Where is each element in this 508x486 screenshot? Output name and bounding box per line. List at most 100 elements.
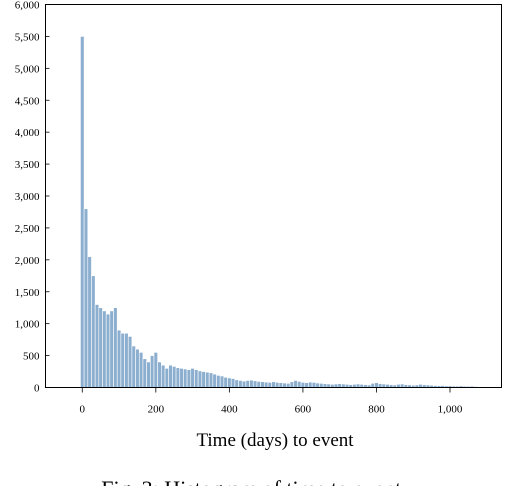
histogram-bar xyxy=(264,381,269,388)
histogram-bar xyxy=(227,377,232,388)
histogram-bar xyxy=(381,383,386,388)
histogram-bar xyxy=(297,381,302,388)
histogram-bar xyxy=(135,348,140,388)
x-tick-label: 400 xyxy=(221,404,238,416)
bars-group xyxy=(80,36,478,388)
histogram-bar xyxy=(260,381,265,388)
y-tick-label: 4,000 xyxy=(15,127,40,139)
histogram-bar xyxy=(157,361,162,388)
histogram-bar xyxy=(341,383,346,388)
y-tick-label: 2,500 xyxy=(15,223,40,235)
histogram-bar xyxy=(241,380,247,388)
histogram-bar xyxy=(216,375,221,388)
histogram-bar xyxy=(194,369,199,388)
histogram-bar xyxy=(138,352,144,388)
histogram-bar xyxy=(80,36,85,388)
histogram-bar xyxy=(102,310,107,388)
histogram-bar xyxy=(230,378,236,388)
histogram-bar xyxy=(304,382,309,388)
histogram-bar xyxy=(109,310,114,388)
histogram-bar xyxy=(179,368,184,388)
histogram-bar xyxy=(319,383,324,388)
histogram-bar xyxy=(286,383,291,388)
histogram-bar xyxy=(238,380,243,388)
histogram-bar xyxy=(326,383,331,388)
y-tick-label: 5,500 xyxy=(15,31,40,43)
y-tick-label: 5,000 xyxy=(15,63,40,75)
y-tick-label: 3,000 xyxy=(15,191,40,203)
histogram-bar xyxy=(94,304,100,388)
histogram-bar xyxy=(186,369,192,388)
histogram-bar xyxy=(172,366,177,388)
histogram-bar xyxy=(311,382,317,388)
histogram-bar xyxy=(142,358,147,388)
y-axis: 0 500 1,000 1,500 2,000 2,500 3,000 3,500 4,000 4… xyxy=(15,0,50,395)
histogram-bar xyxy=(124,332,129,388)
histogram-bar xyxy=(146,361,151,388)
histogram-bar xyxy=(98,307,103,388)
y-tick-label: 1,000 xyxy=(15,319,40,331)
x-tick-label: 600 xyxy=(295,404,312,416)
histogram-bar xyxy=(308,381,313,388)
histogram-bar xyxy=(120,332,125,388)
histogram-bar xyxy=(127,336,133,388)
histogram-bar xyxy=(267,382,272,388)
histogram-bar xyxy=(212,373,217,388)
histogram-bar xyxy=(164,368,170,388)
histogram-bar xyxy=(91,275,96,388)
histogram-bar xyxy=(131,345,136,388)
histogram-bar xyxy=(105,313,111,388)
histogram-bar xyxy=(315,382,320,388)
histogram-bar xyxy=(83,208,89,388)
histogram-bar xyxy=(234,379,239,388)
histogram-bar xyxy=(333,383,339,388)
histogram-bar xyxy=(289,381,295,388)
x-axis: 0 200 400 600 800 1,000 xyxy=(80,387,463,416)
y-tick-label: 3,500 xyxy=(15,159,40,171)
histogram-bar xyxy=(190,368,195,388)
histogram-bar xyxy=(337,383,342,388)
y-tick-label: 1,500 xyxy=(15,287,40,299)
histogram-bar xyxy=(378,383,383,388)
histogram-bar xyxy=(370,383,375,388)
histogram-bar xyxy=(113,307,118,388)
figure-caption: Fig. 3: Histogram of time to event. xyxy=(101,476,407,486)
histogram-bar xyxy=(355,383,361,388)
x-axis-label: Time (days) to event xyxy=(196,430,354,451)
x-tick-label: 1,000 xyxy=(438,404,463,416)
y-tick-label: 6,000 xyxy=(15,0,40,12)
histogram-bar xyxy=(161,364,166,388)
histogram-bar xyxy=(293,380,298,388)
histogram-bar xyxy=(87,256,92,388)
histogram-bar xyxy=(205,371,210,388)
y-tick-label: 0 xyxy=(34,383,40,395)
histogram-bar xyxy=(201,371,206,388)
histogram-bar xyxy=(175,367,181,388)
histogram-bar xyxy=(208,372,214,388)
x-tick-label: 200 xyxy=(148,404,165,416)
histogram-bar xyxy=(278,382,283,388)
histogram-bar xyxy=(322,383,328,388)
histogram-bar xyxy=(400,383,405,388)
histogram-bar xyxy=(256,381,261,388)
histogram-bar xyxy=(150,355,155,388)
y-tick-label: 500 xyxy=(23,351,40,363)
histogram-bar xyxy=(219,375,225,388)
histogram-bar xyxy=(249,379,254,388)
histogram-bar xyxy=(282,382,287,388)
histogram-bar xyxy=(374,382,379,388)
histogram-bar xyxy=(197,370,203,388)
x-tick-label: 800 xyxy=(368,404,385,416)
histogram-bar xyxy=(271,381,276,388)
x-tick-label: 0 xyxy=(80,404,86,416)
histogram-bar xyxy=(168,364,173,388)
histogram-bar xyxy=(275,382,280,388)
y-tick-label: 2,000 xyxy=(15,255,40,267)
histogram-bar xyxy=(183,368,188,388)
histogram-bar xyxy=(252,380,258,388)
y-tick-label: 4,500 xyxy=(15,95,40,107)
histogram-bar xyxy=(223,376,228,388)
histogram-bar xyxy=(153,352,158,388)
histogram-bar xyxy=(245,380,250,388)
